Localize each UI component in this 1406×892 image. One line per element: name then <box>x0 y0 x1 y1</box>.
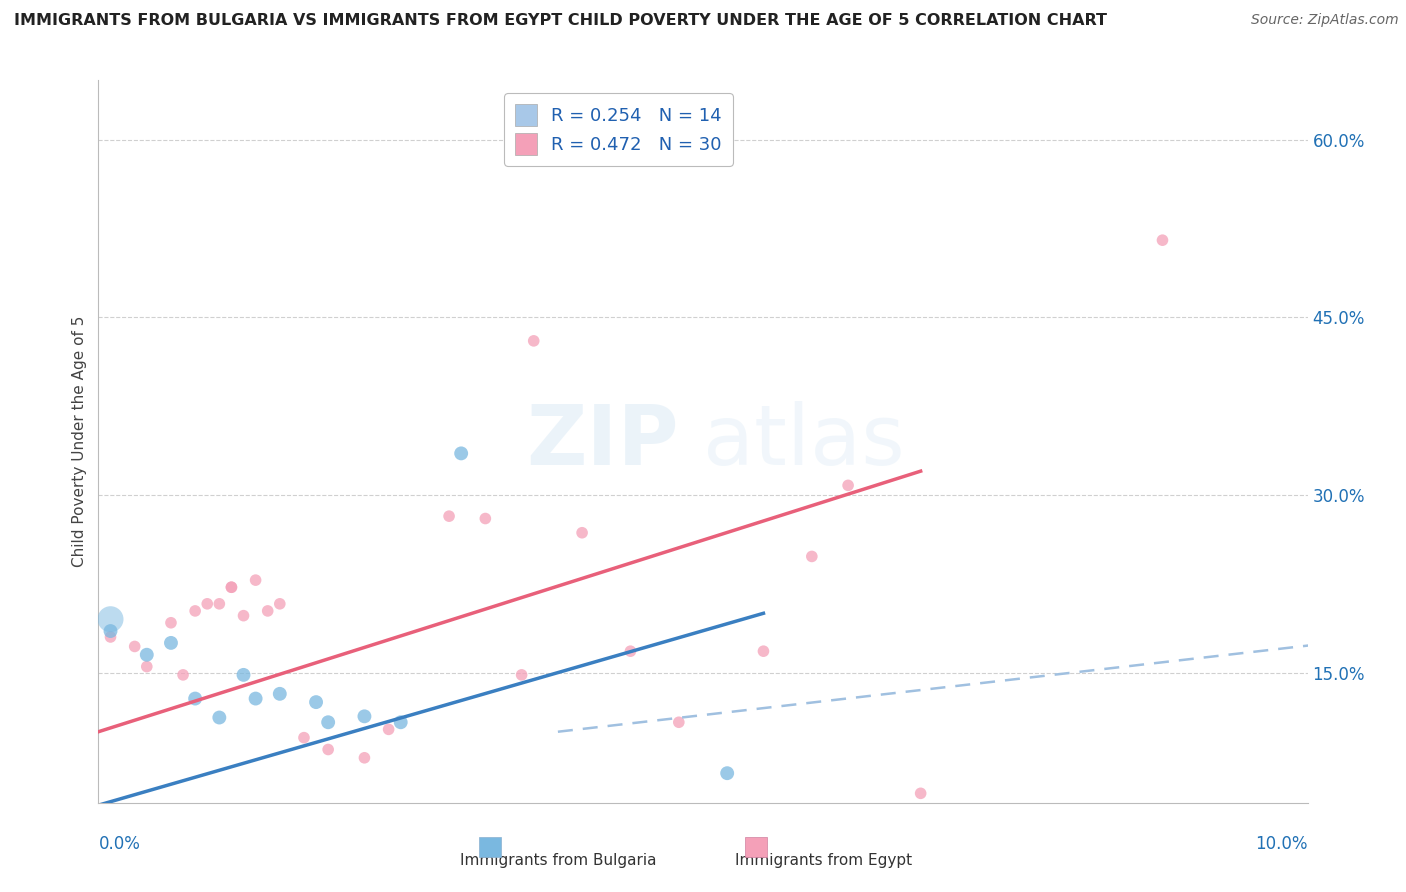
Point <box>135 648 157 662</box>
Text: Source: ZipAtlas.com: Source: ZipAtlas.com <box>1251 13 1399 28</box>
Point <box>221 580 243 594</box>
Point <box>184 604 207 618</box>
Point <box>160 636 183 650</box>
Point <box>571 525 593 540</box>
Point <box>752 644 775 658</box>
Point <box>269 687 291 701</box>
Point <box>619 644 641 658</box>
Point <box>232 608 254 623</box>
Point <box>1152 233 1174 247</box>
Point <box>232 668 254 682</box>
Point <box>837 478 859 492</box>
Point <box>316 742 339 756</box>
Point <box>353 709 375 723</box>
Text: Immigrants from Egypt: Immigrants from Egypt <box>735 854 912 869</box>
Point <box>256 604 278 618</box>
Point <box>292 731 315 745</box>
Text: 10.0%: 10.0% <box>1256 835 1308 854</box>
Text: ZIP: ZIP <box>526 401 679 482</box>
Text: atlas: atlas <box>703 401 904 482</box>
Point <box>100 630 122 644</box>
Point <box>245 573 267 587</box>
Point <box>305 695 328 709</box>
Point <box>800 549 823 564</box>
Point <box>184 691 207 706</box>
Point <box>474 511 496 525</box>
Point <box>316 715 339 730</box>
Point <box>100 624 122 638</box>
Point <box>208 597 231 611</box>
Point <box>437 509 460 524</box>
Legend: R = 0.254   N = 14, R = 0.472   N = 30: R = 0.254 N = 14, R = 0.472 N = 30 <box>505 93 733 166</box>
Point <box>195 597 218 611</box>
Point <box>269 597 291 611</box>
Point <box>910 786 932 800</box>
Point <box>389 715 412 730</box>
Point <box>100 612 122 626</box>
Point <box>221 580 243 594</box>
Y-axis label: Child Poverty Under the Age of 5: Child Poverty Under the Age of 5 <box>72 316 87 567</box>
Point <box>124 640 146 654</box>
Point <box>160 615 183 630</box>
Text: 0.0%: 0.0% <box>98 835 141 854</box>
FancyBboxPatch shape <box>479 837 501 857</box>
Point <box>172 668 194 682</box>
FancyBboxPatch shape <box>745 837 768 857</box>
Point <box>353 751 375 765</box>
Point <box>716 766 738 780</box>
Text: IMMIGRANTS FROM BULGARIA VS IMMIGRANTS FROM EGYPT CHILD POVERTY UNDER THE AGE OF: IMMIGRANTS FROM BULGARIA VS IMMIGRANTS F… <box>14 13 1107 29</box>
Point <box>135 659 157 673</box>
Point <box>377 723 399 737</box>
Point <box>668 715 690 730</box>
Point <box>510 668 533 682</box>
Text: Immigrants from Bulgaria: Immigrants from Bulgaria <box>460 854 657 869</box>
Point <box>450 446 472 460</box>
Point <box>523 334 546 348</box>
Point <box>245 691 267 706</box>
Point <box>208 710 231 724</box>
